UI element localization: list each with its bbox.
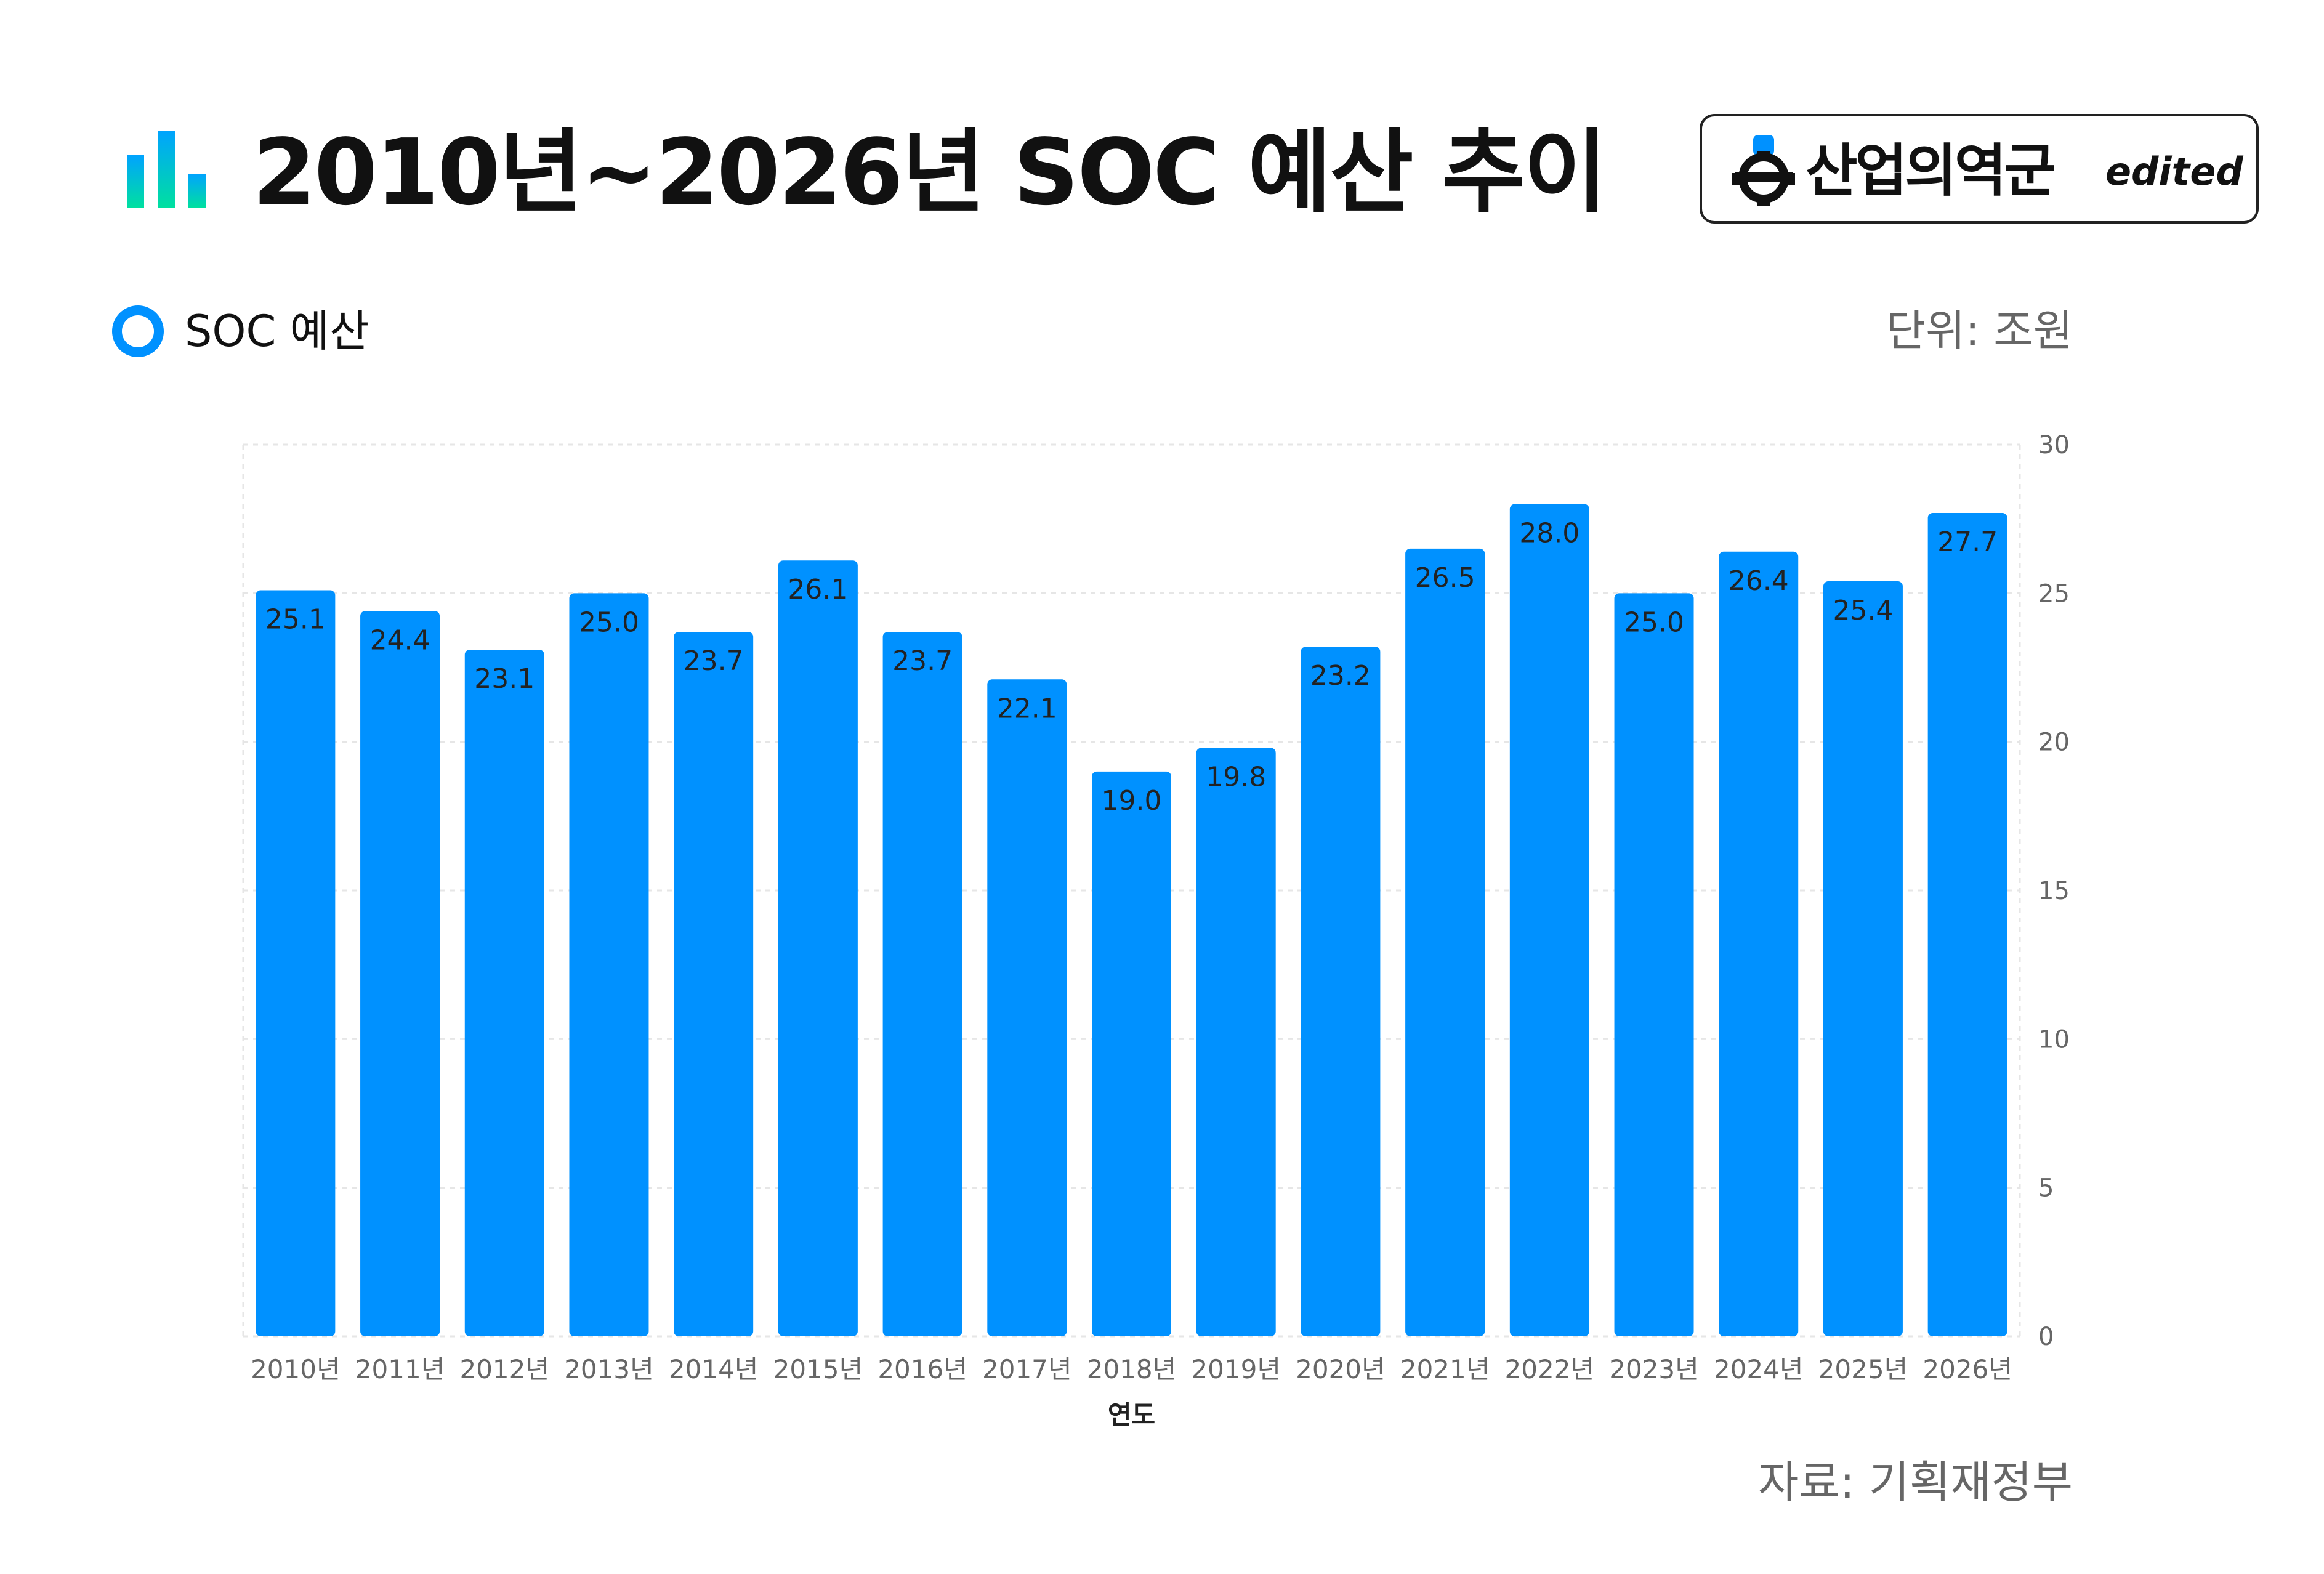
bars <box>256 504 2007 1337</box>
x-tick-label: 2013년 <box>564 1354 654 1384</box>
bar-value-label: 26.4 <box>1729 565 1789 597</box>
bar-chart-icon <box>127 131 206 208</box>
bar <box>360 611 440 1336</box>
y-tick-label: 0 <box>2038 1323 2054 1351</box>
y-tick-label: 10 <box>2038 1025 2070 1054</box>
bar <box>1719 551 1799 1336</box>
bar <box>569 593 649 1337</box>
x-tick-label: 2018년 <box>1087 1354 1177 1384</box>
x-tick-label: 2023년 <box>1609 1354 1699 1384</box>
bar-value-label: 19.8 <box>1206 761 1266 793</box>
x-tick-label: 2012년 <box>459 1354 549 1384</box>
unit-label: 단위: 조원 <box>1886 305 2073 356</box>
bar-value-label: 24.4 <box>370 624 430 656</box>
helmet-gear-icon <box>1732 135 1795 206</box>
bar <box>674 632 754 1336</box>
bar-value-label: 22.1 <box>997 693 1057 724</box>
bar <box>464 650 544 1336</box>
ring-marker-icon <box>112 305 164 357</box>
bar <box>256 590 336 1337</box>
bar-value-label: 23.7 <box>892 645 953 677</box>
y-tick-label: 5 <box>2038 1174 2054 1203</box>
bar <box>1196 748 1276 1336</box>
bar <box>1614 593 1694 1337</box>
x-tick-label: 2021년 <box>1400 1354 1490 1384</box>
x-tick-label: 2024년 <box>1714 1354 1804 1384</box>
bar-value-label: 23.2 <box>1310 660 1371 692</box>
value-labels: 25.1 24.4 23.1 25.0 23.7 26.1 23.7 22.1 19.0 19.8… <box>265 518 1998 817</box>
x-tick-label: 2011년 <box>355 1354 445 1384</box>
x-axis: 2010년 2011년 2012년 2013년 2014년 2015년 2016년 2017년… <box>251 1354 2012 1384</box>
bar <box>1927 513 2007 1336</box>
x-tick-label: 2020년 <box>1296 1354 1386 1384</box>
bar-value-label: 28.0 <box>1519 518 1580 549</box>
bar-value-label: 25.1 <box>265 604 326 636</box>
bar-value-label: 26.5 <box>1415 562 1475 594</box>
bar <box>1301 647 1381 1336</box>
bar-value-label: 19.0 <box>1102 785 1162 817</box>
bar <box>778 560 858 1336</box>
bar-value-label: 27.7 <box>1937 527 1998 558</box>
legend-label: SOC 예산 <box>185 306 369 357</box>
bar-value-label: 23.1 <box>474 663 535 695</box>
bar-value-label: 23.7 <box>684 645 744 677</box>
bar <box>1509 504 1589 1336</box>
x-tick-label: 2019년 <box>1191 1354 1281 1384</box>
y-axis: 0 5 10 15 20 25 30 <box>2038 431 2070 1351</box>
y-tick-label: 25 <box>2038 579 2070 608</box>
bar-value-label: 25.0 <box>579 607 639 638</box>
bar <box>1092 771 1171 1336</box>
bar-value-label: 26.1 <box>788 574 848 605</box>
bar <box>1405 548 1485 1336</box>
bar-value-label: 25.0 <box>1624 607 1684 638</box>
bar <box>987 679 1067 1336</box>
page-title: 2010년~2026년 SOC 예산 추이 <box>252 119 1607 225</box>
x-axis-title: 연도 <box>1108 1400 1155 1430</box>
x-tick-label: 2015년 <box>773 1354 863 1384</box>
y-tick-label: 30 <box>2038 431 2070 459</box>
x-tick-label: 2010년 <box>251 1354 341 1384</box>
bar-value-label: 25.4 <box>1833 595 1893 626</box>
y-tick-label: 15 <box>2038 877 2070 905</box>
bar <box>1823 581 1903 1337</box>
x-tick-label: 2026년 <box>1923 1354 2012 1384</box>
brand-tag: edited <box>2105 149 2243 194</box>
x-tick-label: 2017년 <box>982 1354 1072 1384</box>
x-tick-label: 2022년 <box>1505 1354 1595 1384</box>
x-tick-label: 2016년 <box>878 1354 967 1384</box>
source-label: 자료: 기획재정부 <box>1758 1456 2073 1508</box>
brand-name: 산업의역군 <box>1806 138 2056 204</box>
y-tick-label: 20 <box>2038 728 2070 757</box>
x-tick-label: 2025년 <box>1818 1354 1908 1384</box>
bar <box>882 632 962 1336</box>
brand-badge: 산업의역군 edited <box>1700 114 2259 224</box>
x-tick-label: 2014년 <box>669 1354 759 1384</box>
